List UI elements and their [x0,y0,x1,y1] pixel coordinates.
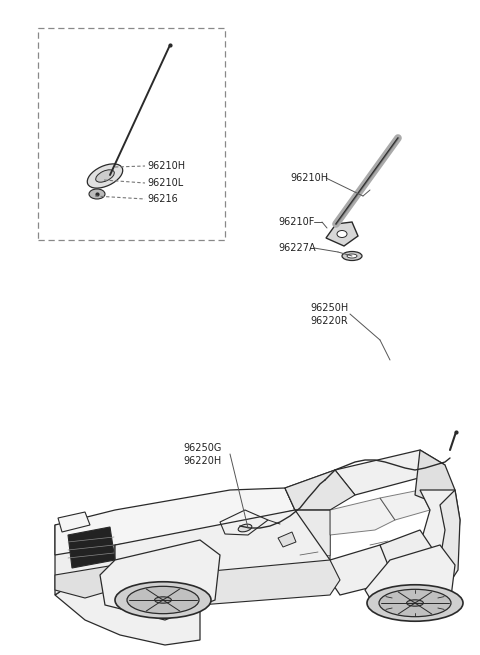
Polygon shape [330,498,395,535]
Ellipse shape [337,231,347,238]
Polygon shape [290,510,330,565]
Ellipse shape [367,585,463,621]
Text: 96210F: 96210F [278,217,314,227]
Polygon shape [295,510,330,555]
Ellipse shape [155,597,171,603]
Text: 96210H: 96210H [290,173,328,183]
Text: 96250H: 96250H [310,303,348,313]
Ellipse shape [115,582,211,618]
Polygon shape [55,565,130,598]
Polygon shape [55,488,295,555]
Ellipse shape [87,164,123,188]
Polygon shape [330,545,400,595]
Polygon shape [115,560,340,605]
Polygon shape [55,525,115,595]
Text: 96210H: 96210H [147,161,185,171]
Polygon shape [326,222,358,246]
Polygon shape [100,540,220,620]
Polygon shape [400,490,460,595]
Polygon shape [278,532,296,547]
Text: 96220R: 96220R [310,316,348,326]
Ellipse shape [347,254,357,258]
Polygon shape [58,512,90,532]
Ellipse shape [407,600,423,606]
Text: 96210L: 96210L [147,178,183,188]
Ellipse shape [127,586,199,614]
Text: 96220H: 96220H [183,456,221,466]
Polygon shape [55,578,200,645]
Polygon shape [380,490,430,520]
Polygon shape [430,490,460,590]
Text: 96227A: 96227A [278,243,316,253]
Ellipse shape [379,590,451,616]
Text: 96250G: 96250G [183,443,221,453]
Polygon shape [415,450,455,505]
Text: 96216: 96216 [147,194,178,204]
Polygon shape [285,470,350,510]
Ellipse shape [89,189,105,199]
Ellipse shape [342,252,362,261]
Polygon shape [380,530,440,600]
Ellipse shape [238,524,252,532]
Ellipse shape [96,170,114,182]
Polygon shape [335,450,445,495]
Polygon shape [68,527,115,568]
Polygon shape [365,545,455,620]
Polygon shape [115,510,330,590]
Polygon shape [285,470,355,510]
